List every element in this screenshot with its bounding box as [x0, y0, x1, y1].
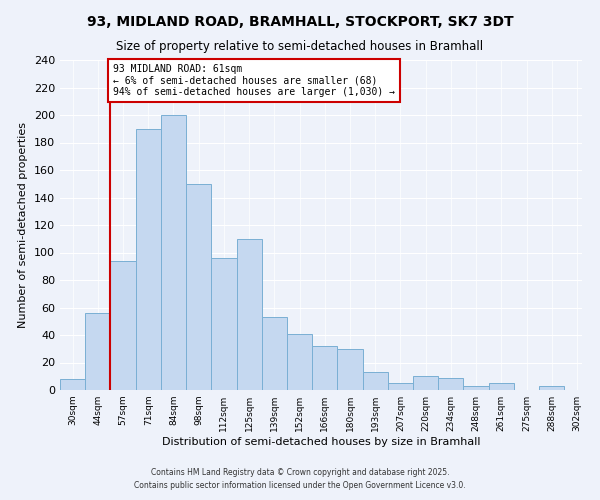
- Bar: [60, 379, 85, 390]
- Bar: [388, 383, 413, 390]
- Bar: [488, 383, 514, 390]
- Text: Size of property relative to semi-detached houses in Bramhall: Size of property relative to semi-detach…: [116, 40, 484, 53]
- Text: 93, MIDLAND ROAD, BRAMHALL, STOCKPORT, SK7 3DT: 93, MIDLAND ROAD, BRAMHALL, STOCKPORT, S…: [86, 15, 514, 29]
- Bar: [110, 261, 136, 390]
- Text: Contains HM Land Registry data © Crown copyright and database right 2025.
Contai: Contains HM Land Registry data © Crown c…: [134, 468, 466, 490]
- Bar: [362, 372, 388, 390]
- X-axis label: Distribution of semi-detached houses by size in Bramhall: Distribution of semi-detached houses by …: [162, 437, 480, 447]
- Bar: [186, 184, 211, 390]
- Bar: [438, 378, 463, 390]
- Bar: [337, 349, 362, 390]
- Bar: [161, 115, 186, 390]
- Bar: [236, 239, 262, 390]
- Bar: [262, 317, 287, 390]
- Bar: [463, 386, 488, 390]
- Bar: [287, 334, 312, 390]
- Y-axis label: Number of semi-detached properties: Number of semi-detached properties: [19, 122, 28, 328]
- Bar: [211, 258, 236, 390]
- Text: 93 MIDLAND ROAD: 61sqm
← 6% of semi-detached houses are smaller (68)
94% of semi: 93 MIDLAND ROAD: 61sqm ← 6% of semi-deta…: [113, 64, 395, 98]
- Bar: [413, 376, 438, 390]
- Bar: [312, 346, 337, 390]
- Bar: [136, 128, 161, 390]
- Bar: [539, 386, 565, 390]
- Bar: [85, 313, 110, 390]
